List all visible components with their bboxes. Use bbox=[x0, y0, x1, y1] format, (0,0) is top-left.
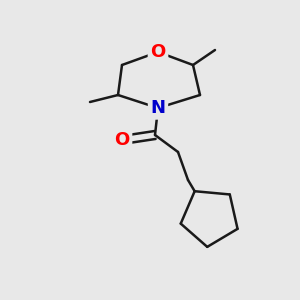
Text: O: O bbox=[150, 43, 166, 61]
Text: O: O bbox=[114, 131, 130, 149]
Text: N: N bbox=[151, 99, 166, 117]
